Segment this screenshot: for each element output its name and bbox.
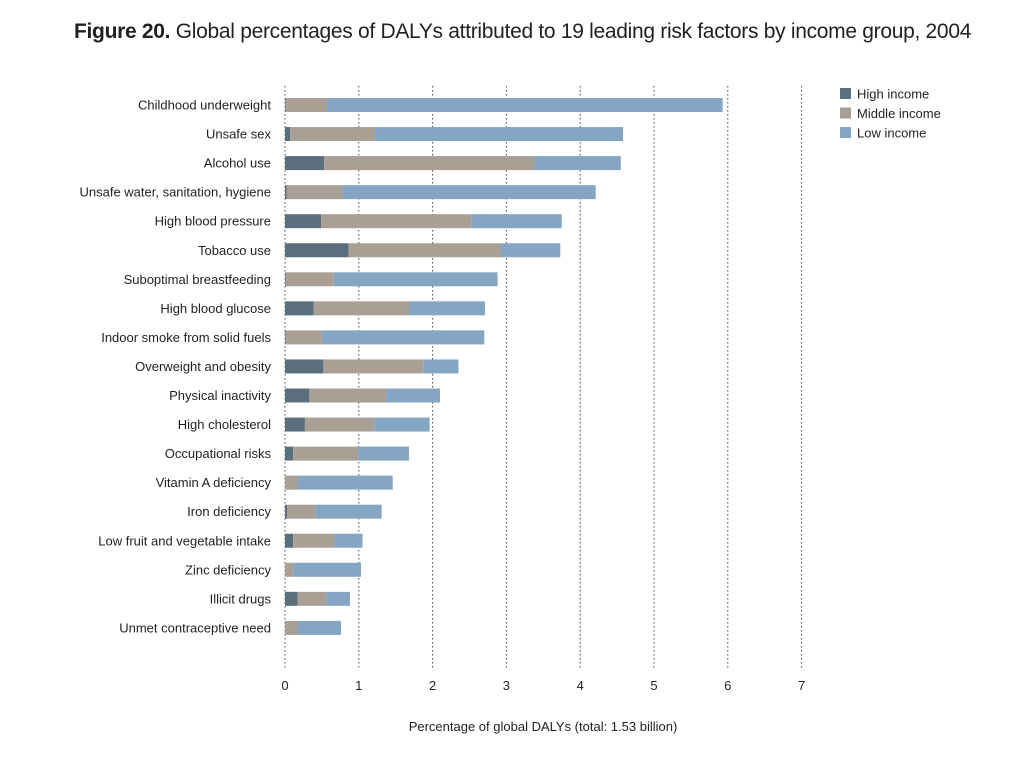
bar-segment-middle-income [324,156,535,171]
legend-label: High income [857,87,929,102]
bar-segment-high-income [285,446,294,461]
legend-swatch [840,127,851,138]
x-tick-label: 1 [355,678,362,693]
bar-segment-middle-income [293,533,335,548]
category-label: Physical inactivity [169,388,271,403]
bar-segment-low-income [326,591,350,606]
bar-segment-middle-income [304,417,375,432]
bar-segment-high-income [285,359,324,374]
bar-segment-low-income [342,185,596,200]
bar-segment-middle-income [287,504,316,519]
category-label: High cholesterol [178,417,271,432]
bar-segment-low-income [423,359,459,374]
category-label: Zinc deficiency [185,562,271,577]
legend-swatch [840,88,851,99]
bar-segment-middle-income [285,475,298,490]
bar-segment-middle-income [348,243,501,258]
x-tick-labels: 0 1 2 3 4 5 6 7 [281,678,805,693]
figure-number: Figure 20. [74,20,171,43]
bar-segment-middle-income [290,127,376,142]
bar-segment-low-income [297,620,342,635]
bar-segment-high-income [285,127,291,142]
bar-segment-high-income [285,98,286,112]
bar-segment-high-income [285,243,349,258]
category-label: Alcohol use [204,156,271,171]
category-label: Suboptimal breastfeeding [124,272,271,287]
bar-segment-middle-income [285,562,294,577]
category-label: Unsafe sex [206,127,272,142]
bar-segment-middle-income [321,214,472,229]
bar-segment-low-income [375,127,624,142]
category-label: High blood pressure [155,214,271,229]
legend-swatch [840,107,851,119]
legend-label: Low income [857,126,926,141]
bar-segment-high-income [285,330,286,345]
category-label: High blood glucose [160,301,271,316]
bars [285,98,723,635]
bar-segment-low-income [321,330,485,345]
bar-segment-low-income [358,446,409,461]
bar-segment-low-income [386,388,440,403]
x-tick-label: 5 [650,678,657,693]
category-labels: Childhood underweight Unsafe sex Alcohol u… [79,98,271,636]
bar-segment-high-income [285,214,322,229]
bar-segment-high-income [285,388,310,403]
category-label: Low fruit and vegetable intake [98,533,271,548]
x-tick-label: 3 [503,678,510,693]
bar-segment-low-income [334,533,363,548]
category-label: Occupational risks [165,446,272,461]
bar-segment-middle-income [297,591,327,606]
category-label: Childhood underweight [138,98,271,113]
category-label: Indoor smoke from solid fuels [101,330,271,345]
legend-label: Middle income [857,106,941,121]
bar-segment-low-income [297,475,393,490]
category-label: Unmet contraceptive need [119,620,271,635]
bar-segment-middle-income [286,185,343,200]
legend: High income Middle income Low income [840,87,941,141]
category-label: Vitamin A deficiency [156,475,272,490]
bar-segment-low-income [471,214,562,229]
category-label: Illicit drugs [210,591,272,606]
bar-segment-middle-income [285,620,298,635]
bar-segment-high-income [285,156,325,171]
bar-segment-low-income [408,301,485,316]
bar-segment-high-income [285,272,286,287]
figure-title: Figure 20. Global percentages of DALYs a… [74,18,974,46]
bar-segment-low-income [500,243,561,258]
bar-segment-high-income [285,533,294,548]
bar-segment-middle-income [309,388,387,403]
category-label: Iron deficiency [187,504,271,519]
bar-segment-low-income [327,98,723,112]
bar-segment-low-income [293,562,362,577]
x-tick-label: 6 [724,678,731,693]
category-label: Tobacco use [198,243,271,258]
bar-segment-middle-income [313,301,409,316]
bar-segment-high-income [285,185,287,200]
x-tick-label: 2 [429,678,436,693]
figure-caption: Global percentages of DALYs attributed t… [175,20,972,43]
bar-segment-high-income [285,504,288,519]
gridlines [284,86,803,668]
bar-segment-middle-income [293,446,359,461]
x-tick-label: 0 [281,678,288,693]
bar-segment-high-income [285,417,305,432]
bar-segment-low-income [315,504,382,519]
bar-segment-low-income [333,272,498,287]
bar-segment-low-income [534,156,621,171]
x-axis-title: Percentage of global DALYs (total: 1.53 … [409,719,678,734]
category-label: Overweight and obesity [135,359,271,374]
bar-segment-low-income [374,417,430,432]
bar-segment-middle-income [285,98,328,112]
x-tick-label: 4 [577,678,584,693]
bar-segment-middle-income [285,330,322,345]
bar-segment-middle-income [285,272,334,287]
x-tick-label: 7 [798,678,805,693]
category-label: Unsafe water, sanitation, hygiene [79,185,271,200]
bar-segment-high-income [285,591,298,606]
bar-segment-middle-income [323,359,424,374]
bar-segment-high-income [285,301,314,316]
